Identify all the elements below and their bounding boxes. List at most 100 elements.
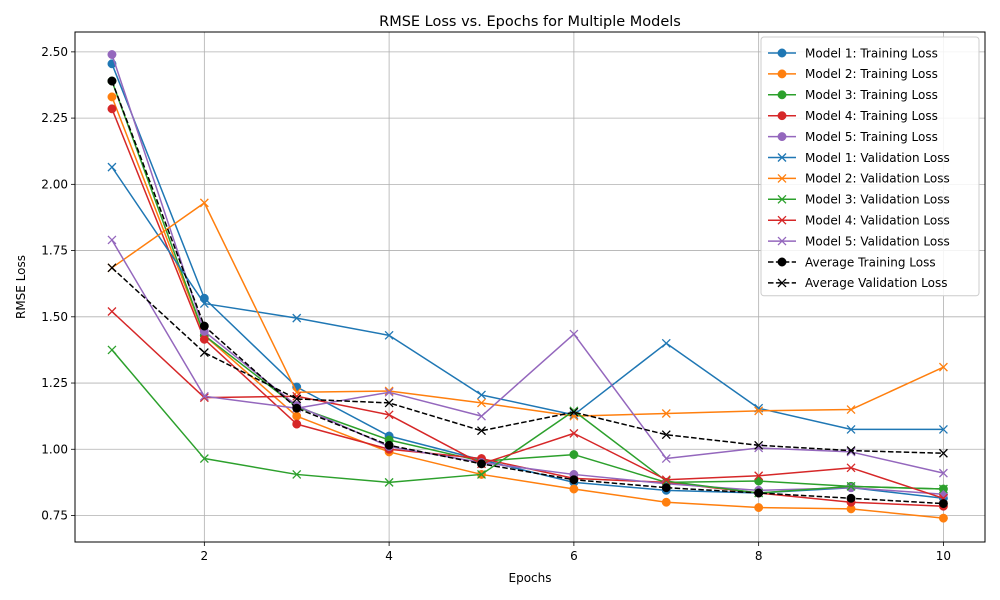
- legend-item: Average Training Loss: [768, 255, 936, 269]
- legend-marker: [777, 111, 787, 121]
- x-marker-stroke: [661, 476, 671, 486]
- legend-label: Average Validation Loss: [805, 276, 947, 290]
- series-10-point: [661, 454, 671, 464]
- x-marker-stroke: [384, 386, 394, 396]
- legend-label: Model 5: Training Loss: [805, 130, 938, 144]
- y-tick-label: 1.25: [41, 376, 68, 390]
- x-marker-stroke: [199, 299, 209, 309]
- x-marker-stroke: [384, 330, 394, 340]
- y-axis-label: RMSE Loss: [14, 255, 28, 319]
- series-11-point: [661, 483, 671, 493]
- x-marker-stroke: [846, 446, 856, 456]
- series-3-line: [111, 80, 944, 490]
- x-marker-stroke: [199, 454, 209, 464]
- x-marker-stroke: [292, 394, 302, 404]
- series-12-point: [938, 448, 948, 458]
- series-7-point: [292, 387, 302, 397]
- x-marker-stroke: [846, 463, 856, 473]
- legend-label: Model 1: Training Loss: [805, 46, 938, 60]
- series-layer: [107, 50, 948, 523]
- series-12-point: [754, 440, 764, 450]
- series-3-point: [569, 450, 579, 460]
- x-marker-stroke: [846, 447, 856, 457]
- x-marker-stroke: [777, 153, 787, 162]
- series-8-point: [292, 469, 302, 479]
- x-marker-stroke: [384, 410, 394, 420]
- x-marker-stroke: [938, 448, 948, 458]
- legend-marker: [777, 257, 787, 267]
- series-6-point: [477, 390, 486, 400]
- x-marker-stroke: [754, 471, 764, 481]
- legend-item: Model 5: Training Loss: [768, 130, 938, 144]
- series-7-line: [111, 202, 944, 417]
- series-10-line: [111, 239, 944, 474]
- series-8-point: [384, 477, 394, 487]
- series-7-point: [846, 405, 856, 414]
- series-10-point: [107, 235, 117, 245]
- series-10-point: [938, 468, 948, 478]
- legend-item: Model 3: Training Loss: [768, 88, 938, 102]
- legend-marker: [777, 48, 787, 58]
- x-marker-stroke: [292, 469, 302, 479]
- legend-marker: [777, 194, 787, 204]
- series-11-line: [111, 80, 944, 505]
- series-8-line: [111, 349, 944, 494]
- y-tick-label: 1.00: [41, 442, 68, 456]
- series-10-point: [199, 391, 209, 401]
- legend-label: Model 2: Validation Loss: [805, 172, 950, 186]
- series-6-point: [199, 299, 209, 309]
- series-12-point: [384, 398, 394, 408]
- series-10-point: [384, 387, 394, 397]
- x-marker-stroke: [777, 278, 787, 288]
- y-tick-label: 0.75: [41, 509, 68, 523]
- x-marker-stroke: [477, 398, 486, 408]
- series-6-point: [107, 162, 117, 172]
- chart-title: RMSE Loss vs. Epochs for Multiple Models: [379, 14, 681, 30]
- series-2-point: [938, 513, 948, 523]
- x-marker-stroke: [938, 468, 948, 478]
- series-8: [107, 345, 948, 498]
- legend-label: Model 4: Validation Loss: [805, 214, 950, 228]
- series-7-point: [477, 398, 486, 408]
- series-9-line: [111, 310, 944, 500]
- x-marker-stroke: [384, 477, 394, 487]
- series-11-point: [754, 488, 764, 498]
- series-9-point: [754, 471, 764, 481]
- series-10-point: [477, 411, 486, 421]
- ticks: 2 4 6 8 10 0.75 1.00 1.25 1.50 1.75 2.00 2.25 2.50: [41, 45, 951, 563]
- legend-marker: [777, 90, 787, 100]
- legend-item: Model 4: Validation Loss: [768, 214, 950, 228]
- series-6-point: [384, 330, 394, 340]
- legend-label: Model 4: Training Loss: [805, 109, 938, 123]
- legend-item: Model 4: Training Loss: [768, 109, 938, 123]
- legend-item: Model 1: Validation Loss: [768, 151, 950, 165]
- series-11-point: [846, 493, 856, 503]
- legend-item: Model 2: Training Loss: [768, 67, 938, 81]
- x-marker-stroke: [199, 198, 209, 208]
- series-8-point: [846, 481, 856, 491]
- series-12-point: [477, 426, 486, 436]
- legend-label: Model 3: Training Loss: [805, 88, 938, 102]
- x-marker-stroke: [199, 348, 209, 358]
- series-12-point: [846, 446, 856, 456]
- x-marker-stroke: [938, 424, 948, 434]
- x-marker-stroke: [661, 475, 671, 485]
- y-tick-label: 2.25: [41, 111, 68, 125]
- legend-item: Model 3: Validation Loss: [768, 193, 950, 207]
- x-marker-stroke: [384, 398, 394, 408]
- x-marker-stroke: [569, 428, 579, 438]
- series-7-point: [661, 409, 671, 418]
- x-marker-stroke: [199, 393, 209, 403]
- x-marker-stroke: [107, 345, 117, 355]
- series-6-point: [292, 313, 302, 323]
- x-marker-stroke: [846, 405, 856, 414]
- legend-marker: [777, 215, 787, 225]
- series-6-point: [661, 338, 671, 348]
- series-11: [107, 76, 948, 509]
- x-marker-stroke: [477, 426, 486, 436]
- x-marker-stroke: [661, 409, 671, 418]
- legend-marker: [777, 132, 787, 142]
- series-2-point: [292, 411, 302, 421]
- series-8-point: [107, 345, 117, 355]
